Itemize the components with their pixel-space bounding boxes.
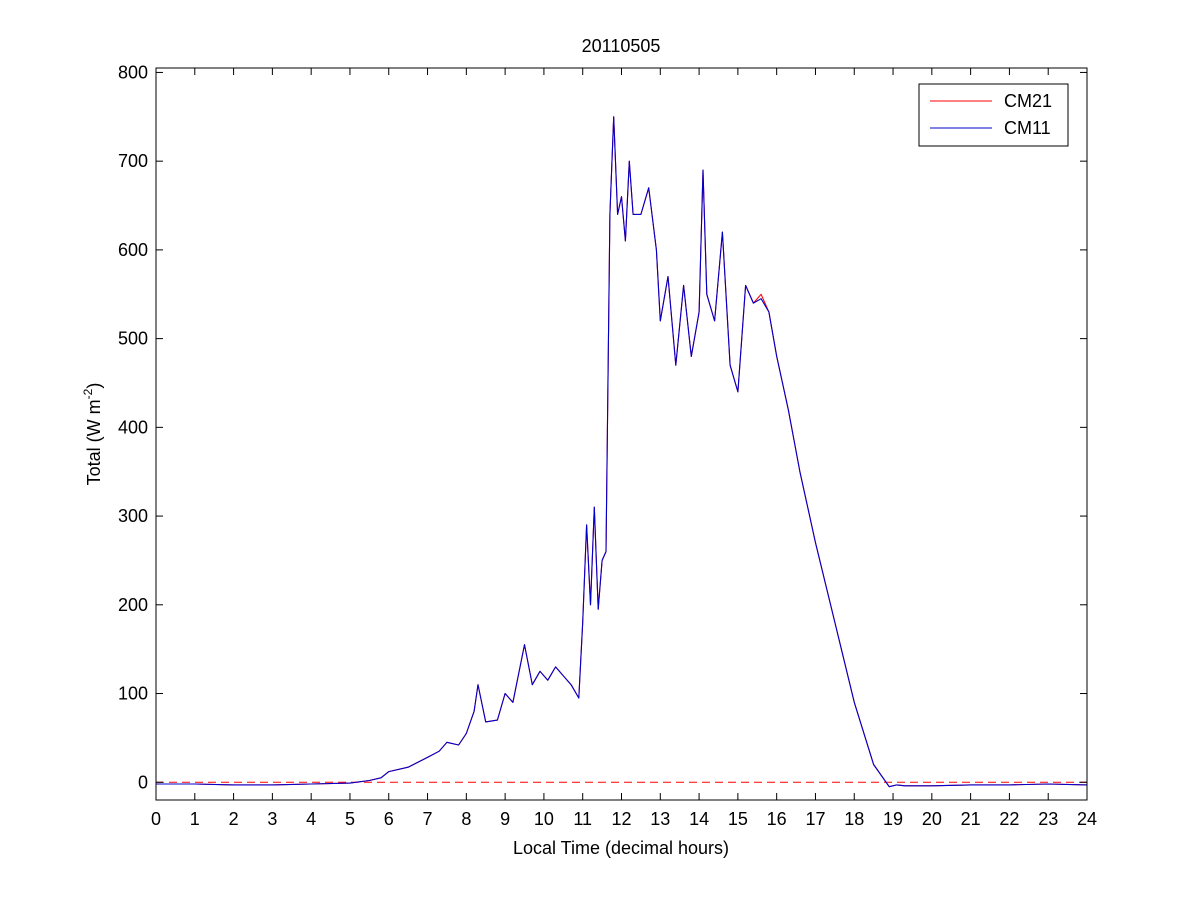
x-tick-label-12: 12 [611, 809, 631, 829]
chart-title: 20110505 [582, 36, 661, 56]
x-tick-label-23: 23 [1038, 809, 1058, 829]
x-tick-label-5: 5 [345, 809, 355, 829]
x-tick-label-10: 10 [534, 809, 554, 829]
x-tick-label-11: 11 [573, 809, 592, 829]
y-tick-label-6: 600 [118, 240, 148, 260]
x-tick-label-22: 22 [999, 809, 1019, 829]
x-tick-label-4: 4 [306, 809, 316, 829]
x-tick-label-24: 24 [1077, 809, 1097, 829]
x-tick-label-15: 15 [728, 809, 748, 829]
legend-box [918, 83, 1069, 147]
y-tick-label-2: 200 [118, 595, 148, 615]
x-tick-label-20: 20 [922, 809, 942, 829]
x-tick-label-13: 13 [650, 809, 670, 829]
axis-ticks: 0 1 2 3 4 5 6 7 8 9 10 11 12 13 14 15 16 17 18 19 20 21 22 23 24… [118, 62, 1097, 829]
y-tick-label-8: 800 [118, 62, 148, 82]
legend-label-cm11: CM11 [1004, 118, 1051, 138]
x-tick-label-7: 7 [423, 809, 433, 829]
x-tick-label-2: 2 [229, 809, 239, 829]
x-tick-label-8: 8 [461, 809, 471, 829]
x-tick-label-6: 6 [384, 809, 394, 829]
x-tick-label-19: 19 [883, 809, 903, 829]
y-tick-label-5: 500 [118, 329, 148, 349]
legend-label-cm21: CM21 [1004, 91, 1052, 111]
x-tick-label-21: 21 [961, 809, 981, 829]
y-tick-label-3: 300 [118, 506, 148, 526]
series-line-cm11 [156, 116, 1088, 788]
y-tick-label-1: 100 [118, 684, 148, 704]
x-tick-label-17: 17 [805, 809, 825, 829]
x-tick-label-3: 3 [267, 809, 277, 829]
legend: CM21 CM11 [918, 83, 1069, 147]
x-axis-label: Local Time (decimal hours) [513, 838, 729, 858]
x-tick-label-0: 0 [151, 809, 161, 829]
x-tick-label-18: 18 [844, 809, 864, 829]
x-tick-label-9: 9 [500, 809, 510, 829]
x-tick-label-14: 14 [689, 809, 709, 829]
y-axis-label-prefix: Total (W m [84, 399, 104, 485]
x-tick-label-16: 16 [767, 809, 787, 829]
y-axis-label-exponent: -2 [81, 388, 95, 399]
y-axis-label: Total (W m-2) [81, 383, 104, 486]
x-tick-label-1: 1 [190, 809, 200, 829]
y-tick-label-0: 0 [138, 772, 148, 792]
plot-area [156, 116, 1088, 788]
y-axis-label-suffix: ) [84, 383, 104, 389]
y-tick-label-7: 700 [118, 151, 148, 171]
y-tick-label-4: 400 [118, 417, 148, 437]
